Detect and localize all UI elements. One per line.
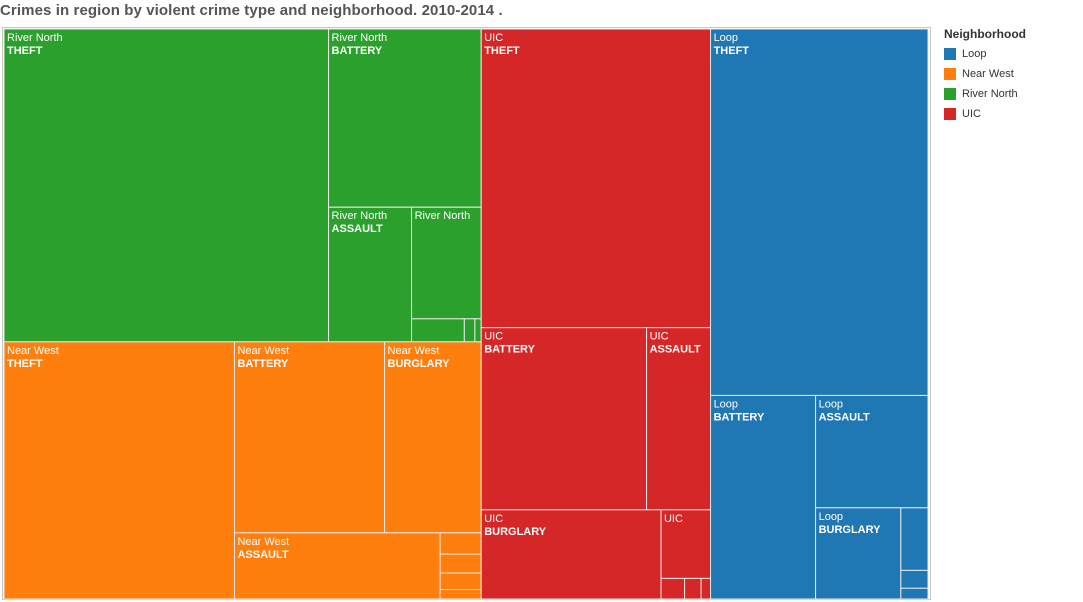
treemap-frame bbox=[2, 27, 931, 600]
treemap-cell-river-north[interactable] bbox=[411, 206, 482, 320]
legend-swatch bbox=[944, 108, 956, 120]
cell-label-crime-type: BATTERY bbox=[332, 45, 383, 57]
cell-label-crime-type: ASSAULT bbox=[237, 549, 288, 561]
treemap-cell-near-west[interactable] bbox=[439, 532, 482, 555]
legend-item-loop[interactable]: Loop bbox=[944, 44, 1026, 64]
cell-label-crime-type: THEFT bbox=[7, 45, 43, 57]
cell-label-neighborhood: Loop bbox=[819, 398, 843, 410]
cell-label-crime-type: BURGLARY bbox=[388, 358, 451, 370]
cell-label-crime-type: BURGLARY bbox=[484, 526, 547, 538]
treemap-cell-loop-assault[interactable] bbox=[815, 394, 929, 509]
chart-title: Crimes in region by violent crime type a… bbox=[0, 2, 503, 19]
cell-label-neighborhood: River North bbox=[7, 32, 63, 44]
legend-title: Neighborhood bbox=[944, 27, 1026, 41]
cell-label-neighborhood: UIC bbox=[484, 32, 503, 44]
cell-label-crime-type: THEFT bbox=[484, 45, 520, 57]
cell-label-neighborhood: Loop bbox=[819, 511, 843, 523]
treemap-cell-loop-theft[interactable] bbox=[710, 28, 929, 396]
cell-label-crime-type: ASSAULT bbox=[332, 223, 383, 235]
legend-item-near-west[interactable]: Near West bbox=[944, 64, 1026, 84]
cell-label-neighborhood: River North bbox=[332, 210, 388, 222]
legend-swatch bbox=[944, 48, 956, 60]
legend-swatch bbox=[944, 68, 956, 80]
cell-label-crime-type: BATTERY bbox=[714, 411, 765, 423]
treemap-cell-river-north[interactable] bbox=[411, 318, 465, 343]
cell-label-crime-type: ASSAULT bbox=[819, 411, 870, 423]
treemap-cell-near-west[interactable] bbox=[439, 553, 482, 574]
cell-label-neighborhood: Loop bbox=[714, 32, 738, 44]
treemap-cell-loop[interactable] bbox=[900, 507, 929, 571]
cell-label-neighborhood: UIC bbox=[484, 513, 503, 525]
cell-label-crime-type: BATTERY bbox=[237, 358, 288, 370]
treemap-cell-near-west[interactable] bbox=[439, 572, 482, 591]
cell-label-crime-type: ASSAULT bbox=[650, 344, 701, 356]
treemap-cell-near-west-theft[interactable] bbox=[3, 341, 235, 600]
cell-label-neighborhood: UIC bbox=[664, 513, 683, 525]
cell-label-crime-type: BATTERY bbox=[484, 344, 535, 356]
cell-label-neighborhood: Loop bbox=[714, 398, 738, 410]
treemap-cell-near-west-battery[interactable] bbox=[233, 341, 386, 534]
legend-swatch bbox=[944, 88, 956, 100]
cell-label-crime-type: THEFT bbox=[714, 45, 750, 57]
treemap-cell-uic[interactable] bbox=[660, 577, 686, 600]
treemap-cell-uic-battery[interactable] bbox=[480, 327, 648, 511]
cell-label-neighborhood: UIC bbox=[650, 331, 669, 343]
legend-item-uic[interactable]: UIC bbox=[944, 104, 1026, 124]
legend-item-river-north[interactable]: River North bbox=[944, 84, 1026, 104]
treemap-cell-river-north[interactable] bbox=[463, 318, 476, 343]
cell-label-crime-type: THEFT bbox=[7, 358, 43, 370]
cell-label-neighborhood: River North bbox=[415, 210, 471, 222]
legend: Neighborhood Loop Near West River North … bbox=[944, 27, 1026, 124]
cell-label-crime-type: BURGLARY bbox=[819, 524, 882, 536]
treemap-cell-river-north-battery[interactable] bbox=[328, 28, 482, 208]
treemap-cell-uic[interactable] bbox=[700, 577, 712, 600]
cell-label-neighborhood: Near West bbox=[237, 345, 289, 357]
treemap-cell-river-north-assault[interactable] bbox=[328, 206, 413, 343]
legend-label: River North bbox=[962, 88, 1018, 100]
treemap-cell-loop-burglary[interactable] bbox=[815, 507, 902, 600]
treemap-cell-near-west-burglary[interactable] bbox=[384, 341, 482, 534]
treemap-cell-uic[interactable] bbox=[684, 577, 702, 600]
treemap-cell-loop[interactable] bbox=[900, 569, 929, 589]
treemap-cell-river-north-theft[interactable] bbox=[3, 28, 330, 343]
cell-label-neighborhood: UIC bbox=[484, 331, 503, 343]
cell-label-neighborhood: Near West bbox=[237, 536, 289, 548]
cell-label-neighborhood: Near West bbox=[388, 345, 440, 357]
cell-label-neighborhood: Near West bbox=[7, 345, 59, 357]
treemap-cell-uic-theft[interactable] bbox=[480, 28, 712, 329]
legend-label: UIC bbox=[962, 108, 981, 120]
treemap-cell-loop-battery[interactable] bbox=[710, 394, 817, 600]
treemap-cell-near-west[interactable] bbox=[439, 589, 482, 600]
treemap-cell-loop[interactable] bbox=[900, 587, 929, 600]
legend-label: Loop bbox=[962, 48, 987, 60]
treemap-cell-uic-burglary[interactable] bbox=[480, 509, 662, 600]
treemap-cell-river-north[interactable] bbox=[474, 318, 482, 343]
legend-label: Near West bbox=[962, 68, 1014, 80]
cell-label-neighborhood: River North bbox=[332, 32, 388, 44]
treemap-cell-near-west-assault[interactable] bbox=[233, 532, 441, 600]
